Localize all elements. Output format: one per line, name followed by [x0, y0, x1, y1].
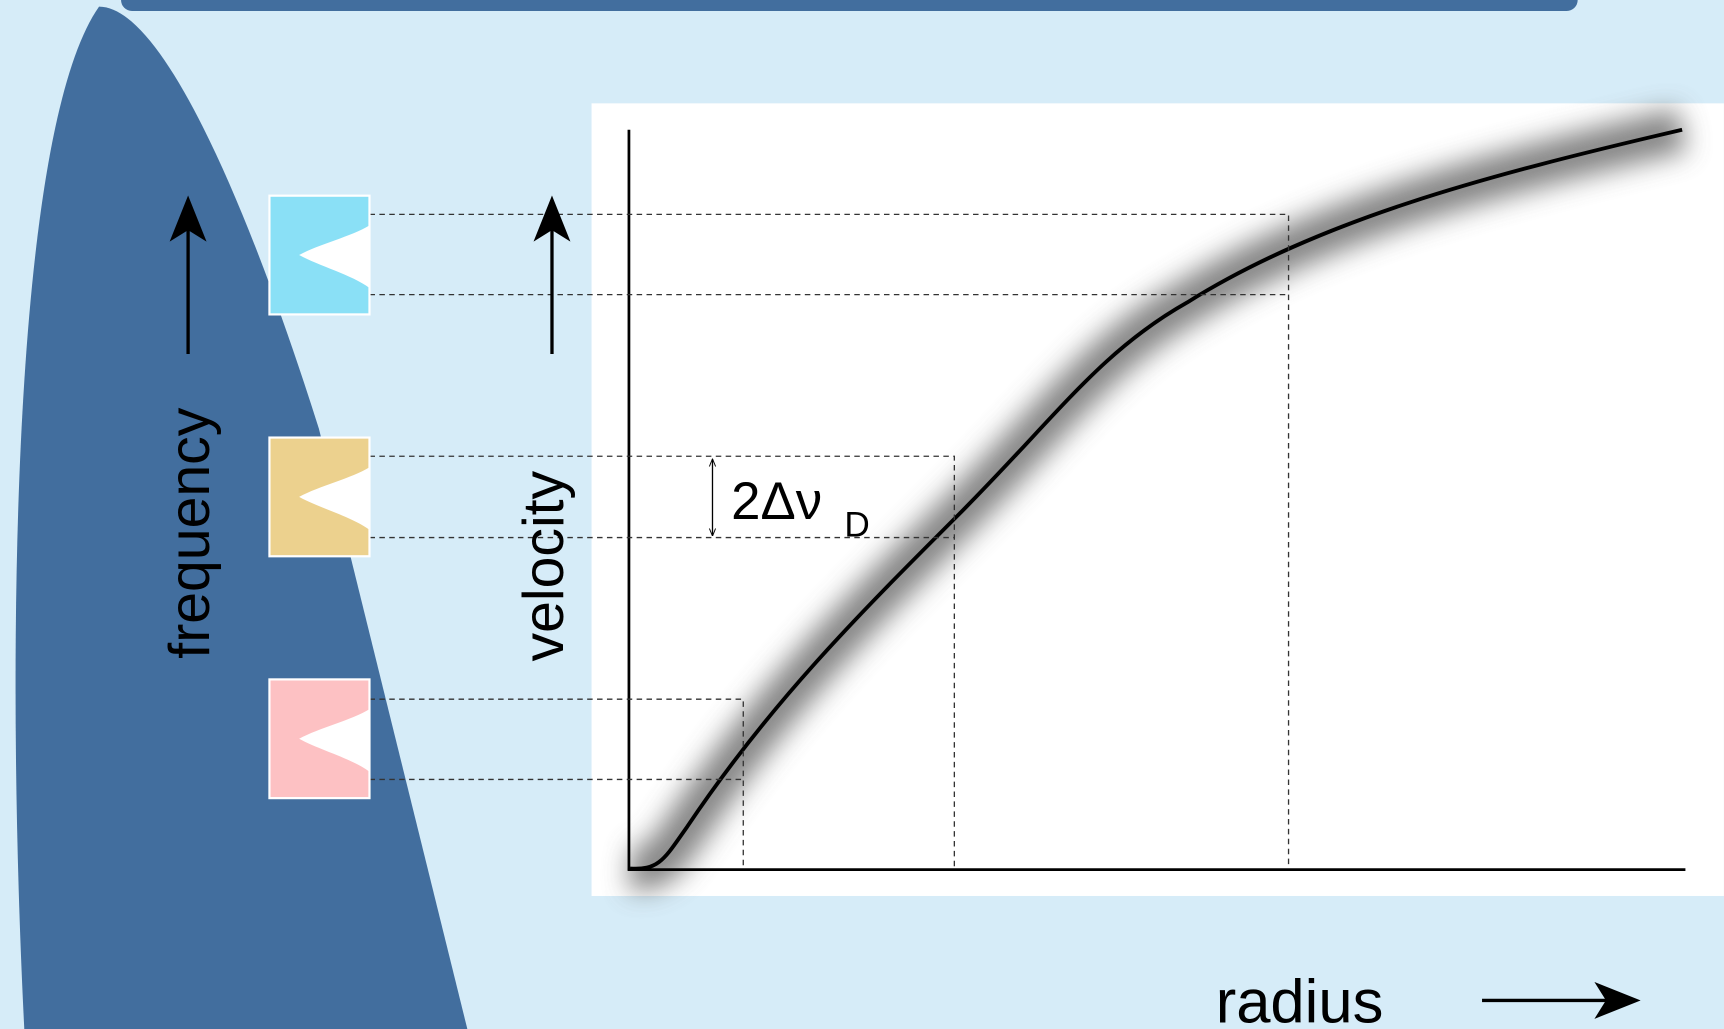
frequency-label: frequency: [158, 407, 222, 658]
velocity-label: velocity: [512, 470, 576, 661]
top-bar: [121, 0, 1578, 11]
line-profile-pink: [269, 679, 369, 798]
page: frequency velocity 2Δν D radius (() => {…: [0, 0, 1724, 1029]
line-profile-tan: [269, 438, 369, 557]
line-profile-blue: [269, 196, 369, 315]
width-subscript: D: [844, 505, 869, 544]
width-label: 2Δν: [731, 472, 822, 531]
diagram: frequency velocity 2Δν D radius: [0, 0, 1724, 1029]
radius-label: radius: [1216, 967, 1384, 1029]
